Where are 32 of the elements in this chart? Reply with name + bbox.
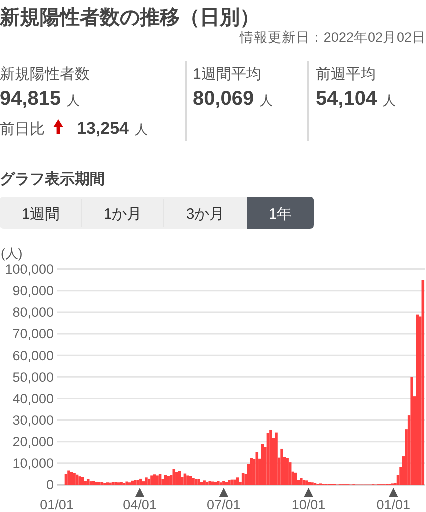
ytick: 60,000 (12, 348, 54, 364)
card-value: 13,254 人 (77, 119, 148, 138)
ytick: 100,000 (5, 262, 54, 277)
selector-heading: グラフ表示期間 (0, 171, 105, 188)
ylabel: (人) (1, 246, 23, 261)
card-label: 1週間平均 (193, 66, 262, 83)
ytick: 0 (46, 478, 54, 493)
card-label: 新規陽性者数 (0, 66, 90, 83)
ytick: 90,000 (12, 284, 54, 299)
button-label: 1年 (268, 206, 292, 223)
card-label: 前週平均 (316, 66, 376, 83)
ytick: 50,000 (12, 370, 54, 385)
ytick: 40,000 (12, 391, 54, 406)
button-label: 1週間 (22, 206, 60, 223)
subtitle: 情報更新日：2022年02月02日 (240, 30, 426, 45)
ytick: 20,000 (12, 434, 54, 450)
title: 新規陽性者数の推移（日別） (0, 7, 260, 29)
button-label: 1か月 (104, 206, 142, 223)
card-value: 54,104 人 (316, 88, 396, 110)
xtick: 10/01 (292, 498, 326, 512)
xtick: 07/01 (207, 498, 241, 512)
ytick: 30,000 (12, 413, 54, 428)
ytick: 70,000 (12, 326, 54, 342)
xtick: 01/01 (40, 498, 74, 512)
ytick: 10,000 (12, 456, 54, 472)
card-value: 80,069 人 (193, 88, 274, 110)
xtick: 01/01 (376, 498, 411, 512)
card-label: 前日比 (0, 121, 45, 138)
ytick: 80,000 (12, 305, 54, 320)
card-value: 94,815 人 (0, 88, 80, 110)
xtick: 04/01 (123, 498, 157, 512)
button-label: 3か月 (186, 206, 225, 223)
